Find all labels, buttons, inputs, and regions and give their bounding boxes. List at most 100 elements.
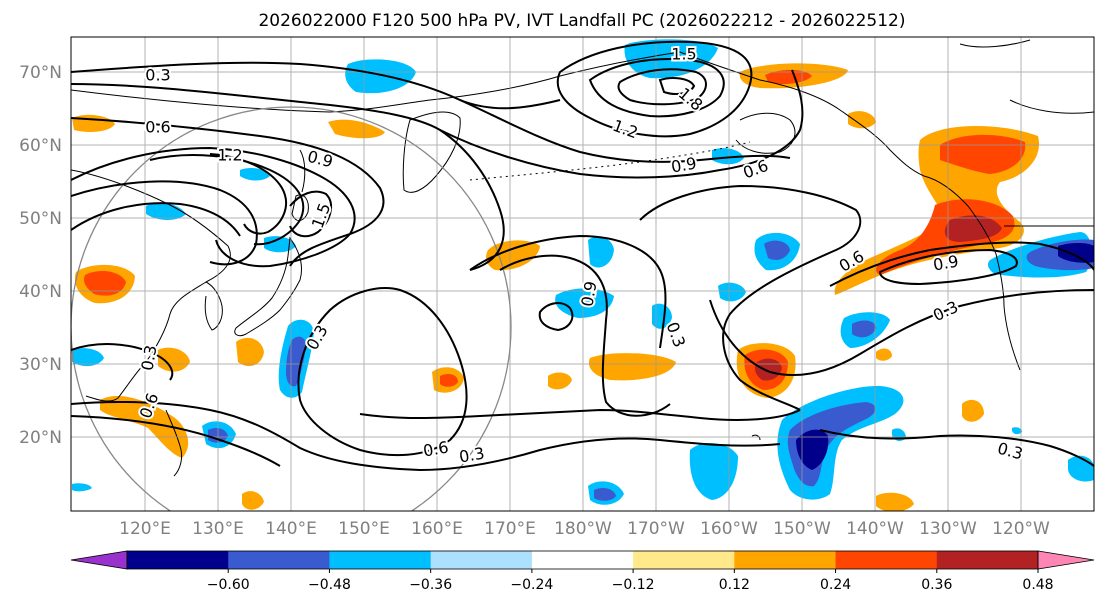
lon-label-160w: 160°W [700,519,758,539]
contour-0-3 [71,61,561,110]
anomaly-positive [328,119,385,139]
lat-label-70n: 70°N [19,63,62,83]
colorbar-frame [126,550,1039,570]
colorbar-swatch [936,551,1039,569]
contour-label-0-9-dateline: 0.9 [577,280,600,308]
colorbar-tick-label: −0.60 [207,577,250,593]
colorbar-swatch [734,551,837,569]
coastline-aleutians [469,141,751,181]
contour-label-0-9-east: 0.9 [932,251,960,274]
gridlines [71,37,1094,511]
anomaly-negative [72,483,92,492]
contour-0-9-dateline [499,254,671,417]
contour-label-1-5-north: 1.5 [671,45,696,64]
colorbar-tick-label: −0.48 [308,577,351,593]
anomaly-negative [72,348,104,367]
contour-0-6-north-b [439,69,804,179]
coastline-north-america [679,51,1021,371]
colorbar-swatch [430,551,533,569]
contour-0-3-west-pacific [297,287,468,457]
colorbar: −0.60 −0.48 −0.36 −0.24 −0.12 0.12 0.24 0.36 0.4… [70,550,1095,593]
colorbar-tick-label: 0.48 [1022,577,1053,593]
lon-label-130e: 130°E [192,519,244,539]
anomaly-positive [588,353,676,381]
anomaly-negative-core [594,488,616,501]
contour-label-0-6-northwest: 0.6 [145,118,170,137]
anomaly-negative-max [1058,243,1094,263]
anomaly-negative-max [796,429,829,470]
colorbar-swatch [329,551,432,569]
contour-0-3-south [71,401,781,472]
contour-0-6 [71,117,385,267]
contour-closed-small [538,302,574,332]
lon-label-130w: 130°W [919,519,977,539]
contour-0-9 [71,146,356,268]
contour-0-3-central [639,184,862,411]
anomaly-negative [689,443,738,500]
anomaly-positive [548,372,572,390]
range-circle [71,106,512,511]
contour-0-6-b [71,180,258,266]
anomaly-negative-core [852,320,876,338]
coastline-arctic-canada [1009,99,1094,114]
contour-0-3-southeast [819,429,1094,467]
contour-1-2-b [209,153,287,235]
colorbar-tick-label: −0.12 [612,577,655,593]
lon-label-180w: 180°W [554,519,612,539]
contour-1-5 [289,190,333,238]
colorbar-extend-low [70,550,128,570]
contour-1-5-north [617,68,707,106]
anomaly-positive [242,491,264,510]
anomaly-negative [588,236,614,268]
contour-label-0-6-northwest-halo: 0.6 [145,118,170,137]
contour-1-2-north [588,57,725,118]
contour-0-6-north [459,99,791,163]
anomaly-negative [345,59,416,94]
anomaly-negative [264,236,296,253]
pv-contours [71,40,1094,472]
contour-0-3-b [71,83,505,271]
lon-label-140e: 140°E [265,519,317,539]
colorbar-swatch [531,551,634,569]
colorbar-tick-label: 0.36 [921,577,952,593]
anomaly-negative [146,202,186,220]
contour-0-3-c [71,202,241,237]
anomaly-positive [962,399,984,422]
coastline-philippines [165,409,183,477]
lon-label-150e: 150°E [338,519,390,539]
contour-label-0-3-south: 0.3 [458,443,486,466]
contour-0-3-south-china [71,343,174,381]
colorbar-swatch [228,551,330,569]
lat-label-50n: 50°N [19,209,62,229]
contour-0-6-south [359,408,801,421]
contour-label-1-2-west: 1.2 [217,146,242,165]
anomaly-negative [240,168,270,181]
contour-0-9-north [556,40,753,138]
longitude-labels: 120°E 130°E 140°E 150°E 160°E 170°E 180°… [119,519,1050,539]
contour-0-9-east [878,248,1018,286]
colorbar-extend-high [1037,550,1095,570]
coastline-korea [204,281,223,331]
contour-label-0-9-north: 0.9 [670,153,698,176]
anomaly-positive-core [84,270,126,296]
anomaly-negative [718,282,746,302]
anomaly-positive [236,337,264,367]
contour-0-6-southwest [71,415,281,467]
coastline-siberia [71,51,681,113]
lon-label-170w: 170°W [627,519,685,539]
contour-1-8-north [658,77,696,95]
colorbar-tick-label: 0.24 [820,577,851,593]
contour-label-0-3-northwest-halo: 0.3 [145,66,170,85]
anomaly-positive [848,111,876,129]
coastline-japan [234,236,303,337]
contour-1-2 [149,154,305,246]
colorbar-swatch [127,551,229,569]
anomaly-positive [876,348,892,361]
colorbar-swatch [633,551,735,569]
coastline-arctic-islands [959,39,1031,48]
map-frame [70,36,1095,512]
contour-label-1-5-north-halo: 1.5 [671,45,696,64]
anomaly-negative-core [764,240,790,260]
anomaly-negative [555,288,614,318]
